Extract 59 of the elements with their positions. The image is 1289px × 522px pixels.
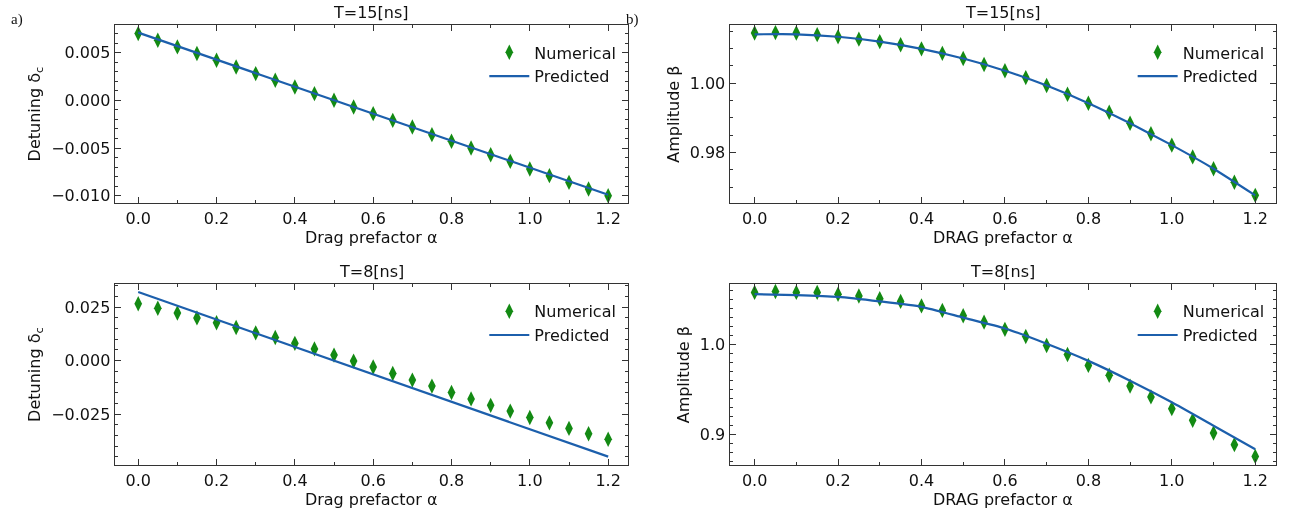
y-tick-label: 0.9 <box>699 425 726 445</box>
x-tick-label: 0.0 <box>125 470 151 490</box>
y-tick-label: 0.000 <box>64 90 111 110</box>
y-axis-title: Amplitude β <box>663 65 683 163</box>
legend-label: Predicted <box>534 67 610 87</box>
x-tick-label: 0.6 <box>360 208 386 228</box>
x-axis-title: DRAG prefactor α <box>933 489 1073 509</box>
x-tick-label: 0.6 <box>992 208 1018 228</box>
x-tick-label: 0.2 <box>203 470 230 490</box>
x-tick-label: 0.6 <box>992 470 1018 490</box>
x-axis-title: DRAG prefactor α <box>933 227 1073 247</box>
x-axis-title: Drag prefactor α <box>304 227 438 247</box>
x-tick-label: 1.0 <box>517 208 543 228</box>
x-tick-label: 0.8 <box>438 470 465 490</box>
y-axis-title: Amplitude β <box>673 326 693 424</box>
x-tick-label: 0.6 <box>360 470 386 490</box>
chart-title: T=15[ns] <box>965 3 1041 22</box>
x-tick-label: 0.0 <box>741 208 768 228</box>
x-axis-title: Drag prefactor α <box>304 489 438 509</box>
legend-label: Numerical <box>1182 43 1265 63</box>
y-tick-label: −0.025 <box>51 404 111 424</box>
legend-label: Predicted <box>1182 67 1258 87</box>
x-tick-label: 1.0 <box>517 470 543 490</box>
chart-title: T=8[ns] <box>339 262 405 281</box>
x-tick-label: 0.4 <box>908 208 935 228</box>
legend-label: Predicted <box>534 326 610 346</box>
x-tick-label: 1.2 <box>595 470 621 490</box>
text: a) <box>11 11 23 28</box>
y-tick-label: 0.005 <box>64 43 111 63</box>
x-tick-label: 1.0 <box>1159 208 1185 228</box>
x-tick-label: 0.4 <box>908 470 935 490</box>
legend-label: Numerical <box>534 43 616 63</box>
x-tick-label: 1.0 <box>1159 470 1185 490</box>
chart-title: T=8[ns] <box>970 262 1036 281</box>
y-tick-label: 0.98 <box>689 143 726 163</box>
chart-title: T=15[ns] <box>333 3 409 22</box>
x-tick-label: 0.2 <box>825 470 851 490</box>
x-tick-label: 0.0 <box>125 208 151 228</box>
x-tick-label: 1.2 <box>1242 208 1268 228</box>
legend-label: Predicted <box>1182 326 1258 346</box>
x-tick-label: 0.8 <box>1075 208 1102 228</box>
x-tick-label: 0.0 <box>741 470 768 490</box>
x-tick-label: 0.8 <box>438 208 465 228</box>
annotation: b) <box>626 11 639 28</box>
y-tick-label: 1.00 <box>689 73 726 93</box>
y-tick-label: 1.0 <box>699 335 726 355</box>
legend-label: Numerical <box>534 302 616 322</box>
x-tick-label: 0.4 <box>282 470 308 490</box>
x-tick-label: 1.2 <box>1242 470 1268 490</box>
x-tick-label: 1.2 <box>595 208 621 228</box>
x-tick-label: 0.2 <box>825 208 851 228</box>
y-tick-label: −0.010 <box>51 186 111 206</box>
x-tick-label: 0.8 <box>1075 470 1102 490</box>
legend-label: Numerical <box>1182 302 1265 322</box>
y-tick-label: 0.025 <box>64 297 111 317</box>
y-tick-label: −0.005 <box>51 138 111 158</box>
x-tick-label: 0.2 <box>203 208 230 228</box>
y-tick-label: 0.000 <box>64 351 111 371</box>
x-tick-label: 0.4 <box>282 208 308 228</box>
